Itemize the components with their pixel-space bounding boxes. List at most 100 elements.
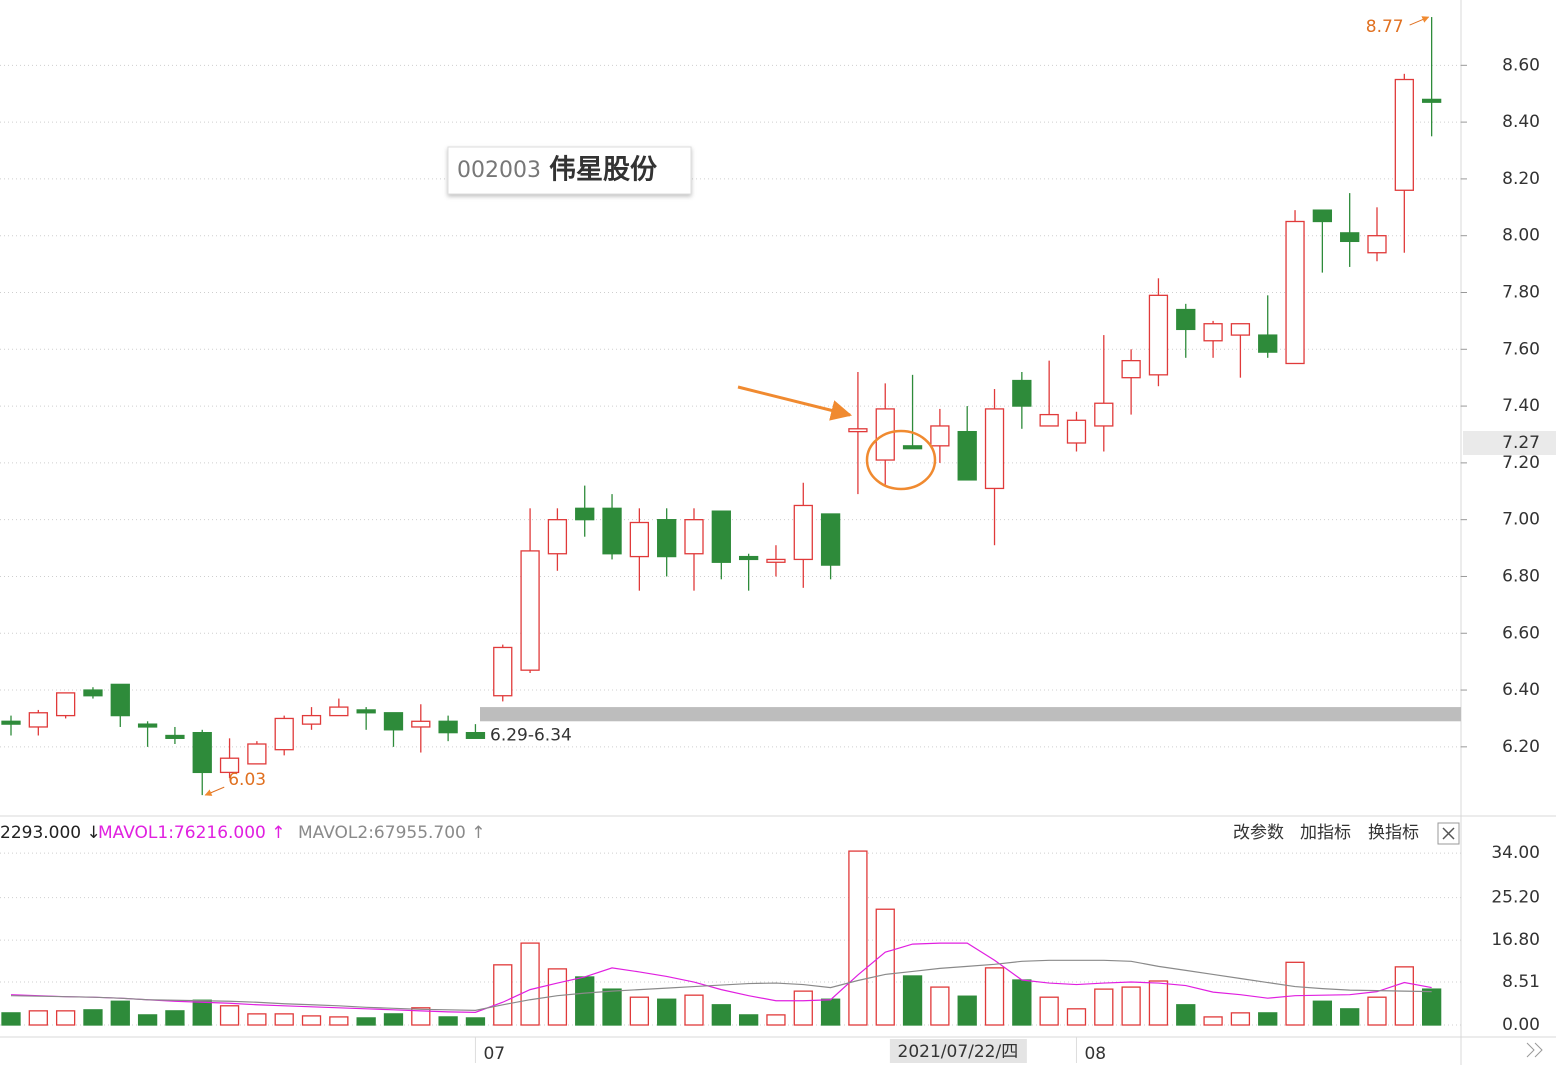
candle-body [684, 519, 704, 555]
volume-bar [1066, 1008, 1087, 1026]
candle-body [493, 646, 513, 697]
volume-bar [984, 967, 1005, 1026]
candle-body [1421, 98, 1442, 103]
candle [192, 729, 212, 796]
candle [1312, 209, 1333, 273]
volume-bar [1148, 980, 1169, 1026]
band-label: 6.29-6.34 [490, 725, 572, 745]
label-box [447, 146, 692, 195]
candle [520, 508, 540, 674]
arrow-annotation [737, 385, 853, 421]
candle [1012, 372, 1032, 429]
y-tick-label: 0.00 [1502, 1015, 1540, 1035]
candle-body [329, 706, 349, 717]
low-label: 6.03 [228, 770, 266, 790]
candle-body [137, 723, 158, 728]
candle-body [1176, 308, 1196, 331]
candle [1203, 320, 1223, 358]
volume-bar [1367, 996, 1387, 1026]
candle [28, 709, 48, 736]
y-tick-label: 7.80 [1502, 282, 1540, 302]
volume-bar [438, 1016, 458, 1026]
candle [711, 510, 731, 580]
candle [1, 715, 21, 736]
candle-body [1148, 294, 1169, 376]
volume-bar [137, 1014, 158, 1026]
high-pointer [1409, 16, 1430, 26]
volume-bar [83, 1009, 103, 1026]
button-switch-indicator[interactable]: 换指标 [1368, 823, 1419, 843]
candle [575, 485, 595, 537]
candle [219, 738, 240, 779]
candle [438, 715, 458, 742]
volume-bar [493, 964, 513, 1026]
volume-bar [902, 975, 923, 1026]
candle [1394, 73, 1414, 253]
volume-bar [465, 1017, 486, 1026]
candle [329, 698, 349, 717]
volume-bar [192, 999, 212, 1026]
volume-bar [1, 1012, 21, 1026]
candle-body [602, 507, 622, 555]
y-tick-label: 6.80 [1502, 566, 1540, 586]
candle-body [1, 720, 21, 725]
candle-body [1121, 359, 1141, 379]
candle-body [657, 519, 677, 558]
candle [383, 712, 404, 747]
y-tick-label: 8.00 [1502, 226, 1540, 246]
scroll-icon[interactable] [1526, 1042, 1543, 1058]
volume-bar [411, 1007, 431, 1026]
y-tick-label: 8.40 [1502, 112, 1540, 132]
volume-bar [1285, 961, 1305, 1026]
candle-body [465, 731, 486, 739]
volume-bar [55, 1010, 76, 1026]
candle [1421, 17, 1442, 137]
x-tick-label: 07 [483, 1044, 505, 1064]
candle [1039, 360, 1059, 427]
candle-body [1012, 379, 1032, 407]
stock-name: 伟星股份 [549, 155, 657, 186]
candle-body [219, 757, 240, 774]
candle-body [28, 712, 48, 728]
candle-body [520, 550, 540, 671]
volume-bar [820, 998, 841, 1026]
button-params[interactable]: 改参数 [1233, 823, 1284, 843]
volume-bar [1340, 1008, 1360, 1026]
candle [356, 707, 376, 730]
volume-bar [28, 1010, 48, 1026]
candle [1258, 295, 1278, 358]
candle-body [1312, 209, 1333, 223]
candle [657, 508, 677, 577]
button-add-indicator[interactable]: 加指标 [1300, 823, 1351, 843]
candle-body [738, 555, 759, 561]
circle-annotation [865, 429, 937, 491]
candle [493, 644, 513, 702]
candle-body [1394, 78, 1414, 191]
candle [957, 406, 977, 481]
cursor-price-label: 7.27 [1502, 433, 1540, 453]
close-icon[interactable] [1442, 827, 1455, 840]
volume-bar [383, 1013, 404, 1026]
volume-bar [520, 942, 540, 1026]
candle [984, 389, 1005, 546]
candle [411, 704, 431, 753]
volume-bar [301, 1015, 322, 1026]
candle [83, 687, 103, 699]
volume-bar [1176, 1004, 1196, 1026]
stock-code: 002003 [457, 158, 541, 183]
volume-bar [738, 1014, 759, 1026]
high-label: 8.77 [1366, 17, 1404, 37]
candle-body [1039, 413, 1059, 427]
candle-body [629, 521, 650, 558]
candle-body [55, 692, 76, 717]
candle-body [110, 683, 130, 717]
close-button[interactable] [1437, 822, 1460, 845]
volume-bar [957, 995, 977, 1026]
volume-bar [1421, 988, 1442, 1026]
volume-bar [930, 986, 950, 1026]
candle [766, 545, 786, 577]
candle-body [438, 720, 458, 734]
candle [1230, 323, 1251, 378]
candle-body [1203, 323, 1223, 342]
candle-body [766, 558, 786, 563]
